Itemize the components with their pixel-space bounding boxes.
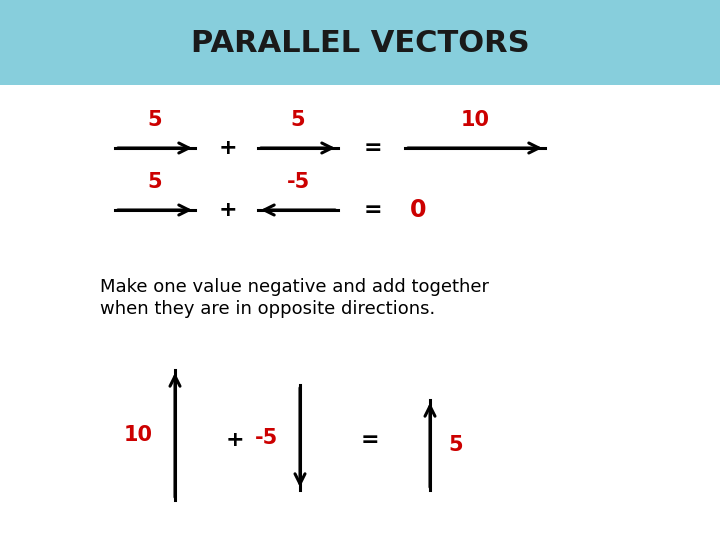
Text: 5: 5 xyxy=(448,435,463,455)
Text: =: = xyxy=(364,138,382,158)
Text: +: + xyxy=(219,138,238,158)
Text: 10: 10 xyxy=(124,425,153,445)
Text: 0: 0 xyxy=(410,198,426,222)
Text: -5: -5 xyxy=(255,428,278,448)
Text: when they are in opposite directions.: when they are in opposite directions. xyxy=(100,300,436,318)
Bar xyxy=(0,0,720,85)
Text: =: = xyxy=(361,430,379,450)
Text: -5: -5 xyxy=(287,172,310,192)
Text: Make one value negative and add together: Make one value negative and add together xyxy=(100,278,489,296)
Text: 10: 10 xyxy=(461,110,490,130)
Text: +: + xyxy=(225,430,244,450)
Text: 5: 5 xyxy=(148,172,162,192)
Text: 5: 5 xyxy=(291,110,305,130)
Text: PARALLEL VECTORS: PARALLEL VECTORS xyxy=(191,29,529,57)
Text: +: + xyxy=(219,200,238,220)
Text: 5: 5 xyxy=(148,110,162,130)
Text: =: = xyxy=(364,200,382,220)
